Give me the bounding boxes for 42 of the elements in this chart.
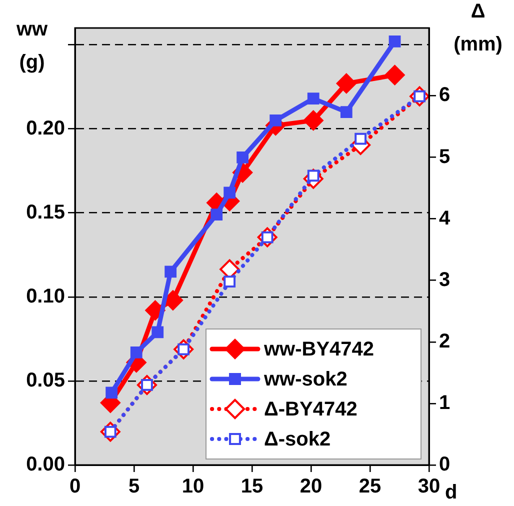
y-tick-label: 0.15 xyxy=(26,201,65,224)
point xyxy=(106,386,118,399)
y2-tick-label: 1 xyxy=(439,392,450,414)
y2-tick-label: 2 xyxy=(439,330,450,352)
point xyxy=(210,208,223,221)
x-axis-title: d xyxy=(445,482,458,504)
x-tick-label: 10 xyxy=(182,476,204,498)
legend-label: Δ-BY4742 xyxy=(264,398,358,421)
x-tick-label: 0 xyxy=(69,476,81,498)
y-tick-label: 0.05 xyxy=(26,369,65,392)
point xyxy=(388,35,401,48)
point xyxy=(164,266,177,278)
x-tick-label: 25 xyxy=(358,476,382,498)
y2-tick-label: 0 xyxy=(439,454,450,476)
y2-tick-label: 4 xyxy=(439,207,451,230)
point xyxy=(307,92,320,105)
legend-label: ww-sok2 xyxy=(263,368,348,391)
y-axis-title: ww (g) xyxy=(15,18,48,74)
y-tick-label: 0.20 xyxy=(26,117,65,140)
x-tick-label: 5 xyxy=(128,476,140,498)
point xyxy=(270,114,282,126)
point xyxy=(152,326,164,338)
y2-tick-label: 6 xyxy=(439,84,450,106)
y2-tick-label: 3 xyxy=(439,268,450,291)
point xyxy=(354,132,367,145)
point xyxy=(336,73,356,94)
legend-label: ww-BY4742 xyxy=(263,338,374,361)
point xyxy=(236,151,249,164)
point xyxy=(384,65,405,86)
y2-axis-title: Δ (mm) xyxy=(454,0,502,56)
point xyxy=(224,276,236,288)
point xyxy=(224,186,236,199)
y-tick-label: 0.10 xyxy=(26,285,65,308)
x-tick-label: 30 xyxy=(418,476,440,498)
y2-tick-label: 5 xyxy=(439,146,450,168)
legend-label: Δ-sok2 xyxy=(264,428,331,451)
x-tick-label: 20 xyxy=(300,476,322,498)
point xyxy=(130,346,142,358)
point xyxy=(340,106,352,118)
y-tick-label: 0.00 xyxy=(26,454,65,476)
point xyxy=(303,110,324,130)
x-tick-label: 15 xyxy=(240,476,264,498)
